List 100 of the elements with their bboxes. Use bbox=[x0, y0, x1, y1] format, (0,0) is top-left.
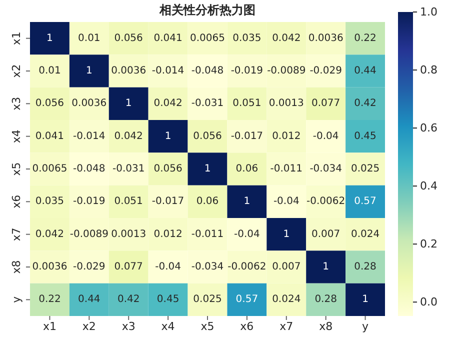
data-label: 0.44 bbox=[78, 294, 100, 306]
data-label: 0.22 bbox=[354, 32, 376, 44]
data-label: 0.077 bbox=[114, 262, 143, 272]
data-label: 0.042 bbox=[154, 98, 182, 110]
data-label: 0.041 bbox=[35, 130, 64, 142]
data-label: -0.019 bbox=[230, 66, 264, 76]
y-tick-label: x6 bbox=[10, 194, 23, 208]
data-label: 0.025 bbox=[193, 294, 222, 306]
data-label: -0.029 bbox=[73, 262, 106, 272]
y-tick-label: x3 bbox=[10, 96, 23, 110]
data-label: 0.024 bbox=[272, 294, 301, 306]
data-label: -0.0089 bbox=[267, 66, 306, 76]
data-label: -0.034 bbox=[310, 164, 342, 174]
data-label: 0.007 bbox=[272, 262, 301, 272]
color-bar-label: 0.4 bbox=[420, 180, 438, 193]
data-label: -0.04 bbox=[234, 228, 260, 240]
chart-title: 相关性分析热力图 bbox=[158, 2, 256, 19]
data-label: 0.056 bbox=[35, 98, 64, 110]
data-label: -0.014 bbox=[152, 66, 184, 76]
data-label: -0.048 bbox=[73, 164, 106, 174]
data-label: 0.57 bbox=[354, 196, 376, 208]
data-label: 1 bbox=[204, 164, 211, 174]
data-label: 1 bbox=[322, 262, 330, 272]
data-label: -0.017 bbox=[230, 130, 264, 142]
data-label: 0.035 bbox=[232, 32, 262, 44]
data-label: -0.029 bbox=[310, 66, 342, 76]
data-label: 0.22 bbox=[38, 294, 61, 306]
data-label: 0.42 bbox=[354, 98, 376, 110]
data-label: 0.0036 bbox=[308, 32, 344, 44]
color-bar-label: 0.0 bbox=[420, 296, 438, 309]
data-label: 1 bbox=[86, 66, 92, 76]
data-label: 0.0036 bbox=[111, 66, 146, 76]
data-label: 0.056 bbox=[193, 130, 222, 142]
data-label: 0.28 bbox=[354, 262, 376, 272]
data-label: 1 bbox=[244, 196, 250, 208]
data-label: 0.01 bbox=[78, 32, 100, 44]
x-tick-label: y bbox=[362, 320, 370, 333]
x-tick-label: x4 bbox=[161, 320, 175, 333]
x-tick-label: x7 bbox=[280, 320, 294, 333]
y-tick-label: x2 bbox=[10, 64, 23, 78]
y-tick-label: x8 bbox=[10, 260, 23, 274]
y-tick-label: y bbox=[10, 296, 23, 303]
data-label: -0.031 bbox=[191, 98, 224, 110]
data-label: 0.45 bbox=[156, 294, 180, 306]
data-label: 0.056 bbox=[114, 32, 143, 44]
data-label: -0.034 bbox=[191, 262, 224, 272]
data-label: -0.031 bbox=[112, 164, 145, 174]
data-label: 0.0036 bbox=[72, 98, 107, 110]
data-label: -0.017 bbox=[152, 196, 184, 208]
data-label: 0.06 bbox=[236, 164, 258, 174]
data-label: 0.01 bbox=[38, 66, 61, 76]
data-label: 0.0065 bbox=[190, 32, 225, 44]
data-label: 0.042 bbox=[114, 130, 143, 142]
data-label: 1 bbox=[125, 98, 132, 110]
data-label: 0.024 bbox=[350, 228, 380, 240]
data-label: 0.035 bbox=[35, 196, 64, 208]
x-tick-label: x6 bbox=[240, 320, 254, 333]
data-label: 0.45 bbox=[354, 130, 376, 142]
data-label: 0.42 bbox=[117, 294, 140, 306]
color-bar-label: 0.2 bbox=[420, 238, 438, 251]
data-label: -0.011 bbox=[270, 164, 303, 174]
color-bar-label: 1.0 bbox=[420, 6, 438, 18]
data-label: -0.04 bbox=[155, 262, 181, 272]
y-tick-label: x5 bbox=[10, 162, 23, 176]
data-label: 0.051 bbox=[114, 196, 143, 208]
data-label: 0.57 bbox=[236, 294, 258, 306]
x-tick-label: x1 bbox=[42, 320, 56, 333]
data-label: 0.44 bbox=[354, 66, 376, 76]
data-label: 0.056 bbox=[154, 164, 182, 174]
data-label: 0.0013 bbox=[111, 228, 146, 240]
x-tick-label: x8 bbox=[319, 320, 333, 333]
data-label: 0.025 bbox=[350, 164, 380, 174]
data-label: 0.0013 bbox=[268, 98, 304, 110]
data-label: 0.012 bbox=[154, 228, 182, 240]
data-label: -0.0089 bbox=[70, 228, 108, 240]
data-label: 0.0065 bbox=[32, 164, 68, 174]
data-label: 0.28 bbox=[314, 294, 337, 306]
color-bar-label: 0.8 bbox=[420, 64, 438, 77]
data-label: 0.06 bbox=[196, 196, 219, 208]
data-label: -0.0062 bbox=[228, 262, 266, 272]
y-tick-label: x4 bbox=[10, 130, 23, 144]
x-tick-label: x5 bbox=[200, 320, 214, 333]
data-label: 0.041 bbox=[154, 32, 182, 44]
data-label: 1 bbox=[362, 294, 368, 306]
data-label: 0.042 bbox=[35, 228, 64, 240]
data-label: 0.012 bbox=[272, 130, 301, 142]
data-label: -0.0062 bbox=[306, 196, 346, 208]
y-tick-label: x1 bbox=[10, 32, 23, 46]
y-tick-label: x7 bbox=[10, 228, 23, 242]
data-label: 0.007 bbox=[312, 228, 340, 240]
data-label: 0.0036 bbox=[32, 262, 68, 272]
data-label: -0.011 bbox=[191, 228, 224, 240]
x-tick-label: x2 bbox=[82, 320, 96, 333]
data-label: 0.051 bbox=[232, 98, 262, 110]
data-label: 1 bbox=[46, 32, 53, 44]
data-label: 0.077 bbox=[312, 98, 340, 110]
x-tick-label: x3 bbox=[122, 320, 136, 333]
data-label: -0.048 bbox=[191, 66, 224, 76]
data-label: -0.019 bbox=[73, 196, 106, 208]
data-label: -0.04 bbox=[273, 196, 300, 208]
